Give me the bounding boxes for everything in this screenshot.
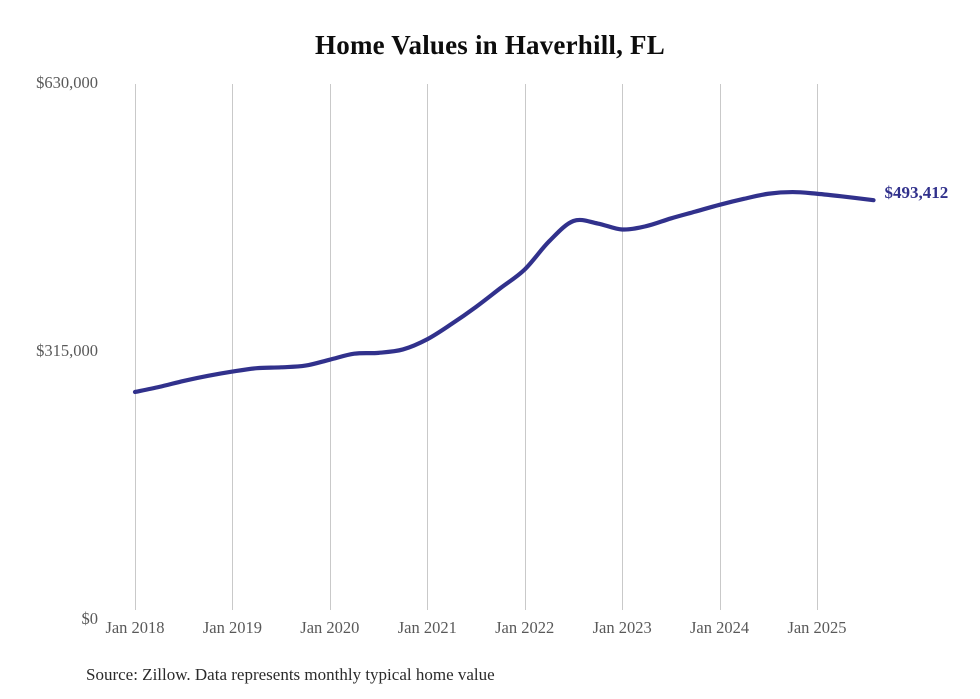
x-axis-tick-label: Jan 2018 xyxy=(105,618,165,637)
gridlines-group xyxy=(135,84,818,610)
x-axis-tick-label: Jan 2024 xyxy=(690,618,750,637)
y-axis-tick-label: $315,000 xyxy=(36,341,98,360)
x-axis-tick-label: Jan 2021 xyxy=(397,618,457,637)
end-value-annotation: $493,412 xyxy=(884,183,949,203)
x-axis-tick-label: Jan 2019 xyxy=(202,618,262,637)
y-axis-tick-label: $0 xyxy=(81,609,99,628)
x-axis-tick-label: Jan 2023 xyxy=(592,618,652,637)
x-axis-tick-label: Jan 2022 xyxy=(495,618,555,637)
chart-title: Home Values in Haverhill, FL xyxy=(315,30,665,60)
x-axis-tick-label: Jan 2025 xyxy=(787,618,847,637)
y-axis-tick-label: $630,000 xyxy=(36,73,98,92)
source-note: Source: Zillow. Data represents monthly … xyxy=(86,665,495,684)
y-axis: $630,000 $315,000 $0 xyxy=(0,0,98,699)
x-axis-tick-label: Jan 2020 xyxy=(300,618,360,637)
series-line-typical-home-value xyxy=(132,189,876,395)
